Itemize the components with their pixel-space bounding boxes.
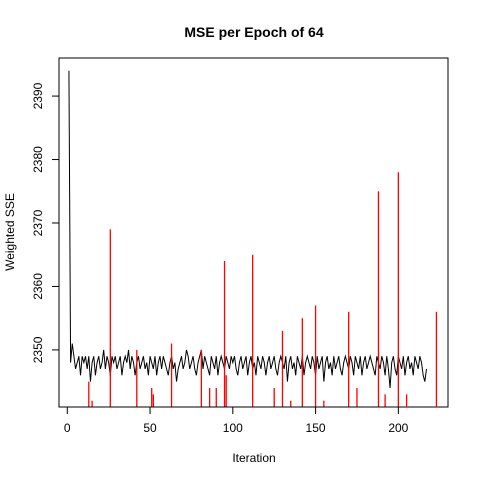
plot-box xyxy=(58,57,449,408)
x-tick-label-0: 0 xyxy=(64,421,71,435)
y-tick-label-2: 2370 xyxy=(31,209,45,236)
x-tick-label-4: 200 xyxy=(388,421,408,435)
x-axis-label: Iteration xyxy=(232,451,275,465)
y-tick-label-3: 2380 xyxy=(31,146,45,173)
chart-title: MSE per Epoch of 64 xyxy=(184,24,323,40)
x-tick-label-2: 100 xyxy=(223,421,243,435)
y-tick-label-4: 2390 xyxy=(31,82,45,109)
x-tick-label-1: 50 xyxy=(143,421,157,435)
y-axis: 2350 2360 2370 2380 2390 xyxy=(31,82,60,363)
x-tick-label-3: 150 xyxy=(306,421,326,435)
series-line-black xyxy=(68,70,427,389)
y-tick-label-1: 2360 xyxy=(31,273,45,300)
y-tick-label-0: 2350 xyxy=(31,336,45,363)
y-axis-label: Weighted SSE xyxy=(3,193,17,271)
plot-area xyxy=(68,70,438,407)
x-axis: 0 50 100 150 200 xyxy=(64,406,409,435)
